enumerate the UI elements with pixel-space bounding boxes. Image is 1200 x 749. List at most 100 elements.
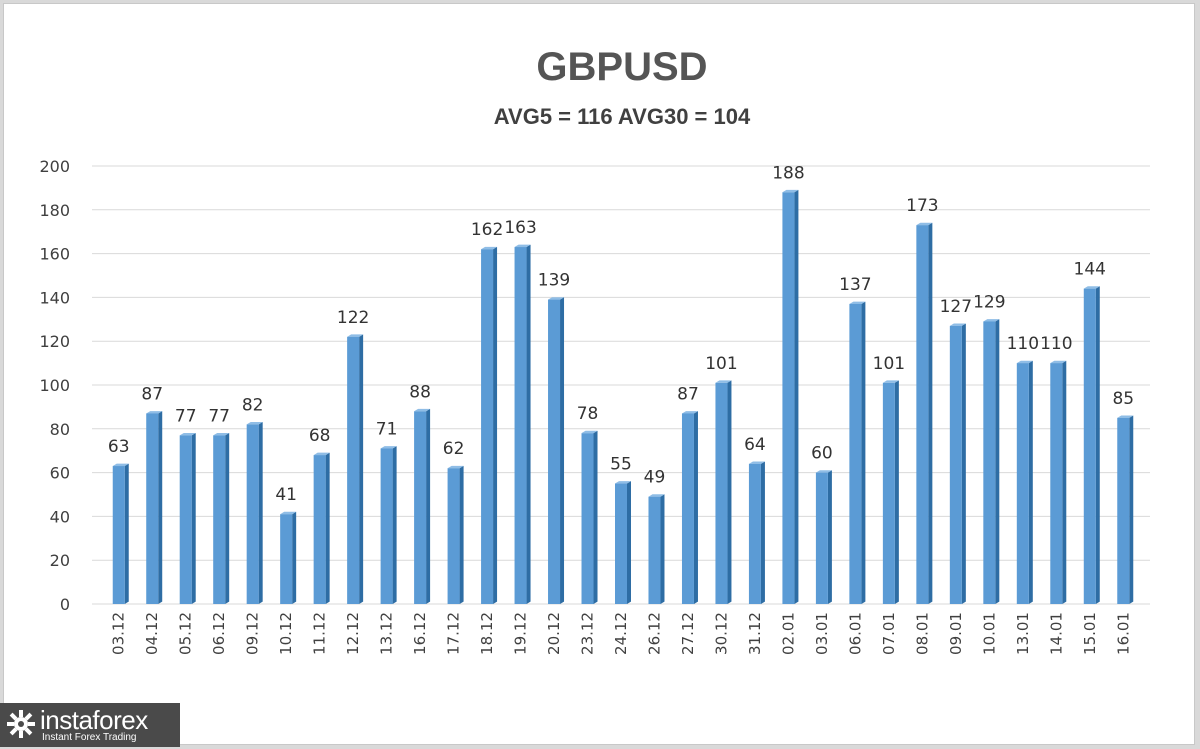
- data-label: 41: [275, 485, 297, 505]
- bar-top: [1016, 360, 1033, 364]
- bar-top: [347, 334, 364, 337]
- bar-top: [514, 244, 531, 248]
- bar-side: [191, 432, 196, 604]
- bar: [648, 494, 665, 604]
- data-label: 77: [208, 406, 230, 426]
- x-tick-label: 09.01: [947, 612, 965, 655]
- x-tick-label: 31.12: [746, 612, 764, 655]
- bar-front: [715, 382, 728, 604]
- data-label: 162: [471, 220, 503, 240]
- x-tick-label: 06.01: [846, 612, 864, 655]
- bar-side: [124, 463, 129, 604]
- bar-side: [459, 465, 464, 604]
- bar-side: [292, 511, 297, 604]
- bar-top: [380, 446, 397, 449]
- x-tick-label: 12.12: [344, 612, 362, 655]
- bar-side: [928, 222, 933, 605]
- data-label: 71: [376, 420, 398, 440]
- bar-side: [727, 380, 732, 604]
- bar-front: [681, 413, 694, 604]
- data-label: 64: [744, 435, 766, 455]
- bar-side: [1028, 360, 1033, 604]
- data-label: 63: [108, 437, 130, 457]
- bar-top: [481, 246, 498, 250]
- y-tick-label: 80: [50, 420, 70, 439]
- y-tick-label: 20: [50, 551, 70, 570]
- data-label: 49: [644, 468, 666, 488]
- data-label: 82: [242, 395, 264, 415]
- bars: [112, 189, 1134, 605]
- bar-front: [748, 463, 761, 604]
- x-tick-label: 03.01: [813, 612, 831, 655]
- bar-side: [861, 301, 866, 604]
- bar: [280, 511, 297, 604]
- data-label: 101: [873, 354, 905, 374]
- x-tick-label: 07.01: [880, 612, 898, 655]
- bar-front: [213, 435, 226, 604]
- x-tick-label: 06.12: [210, 612, 228, 655]
- x-tick-label: 26.12: [645, 612, 663, 655]
- bar-top: [648, 494, 665, 497]
- bar-top: [447, 465, 464, 469]
- bar-side: [426, 408, 431, 604]
- bar-side: [1129, 415, 1134, 604]
- bar-front: [648, 496, 661, 604]
- bar: [146, 411, 163, 604]
- bar-side: [1062, 360, 1067, 604]
- bar-side: [627, 481, 631, 604]
- bar-side: [961, 323, 966, 604]
- x-tick-label: 16.12: [411, 612, 429, 655]
- bar-side: [760, 461, 765, 604]
- bar: [882, 380, 899, 604]
- data-label: 139: [538, 271, 570, 291]
- bar-top: [949, 323, 966, 326]
- y-tick-label: 140: [39, 288, 70, 307]
- x-tick-label: 14.01: [1047, 612, 1065, 655]
- instaforex-logo-icon: [7, 710, 35, 738]
- bar-front: [1083, 288, 1096, 604]
- bar-top: [548, 297, 565, 300]
- data-label: 129: [973, 292, 1005, 312]
- y-tick-label: 120: [39, 332, 70, 351]
- bar: [1016, 360, 1033, 604]
- data-label: 55: [610, 455, 632, 475]
- x-tick-label: 09.12: [244, 612, 262, 655]
- x-tick-label: 24.12: [612, 612, 630, 655]
- bar-top: [882, 380, 899, 383]
- bar-top: [615, 481, 631, 484]
- bar-front: [280, 514, 293, 604]
- bar-top: [1083, 286, 1100, 289]
- bar-front: [815, 472, 828, 604]
- bar-top: [280, 511, 297, 515]
- instaforex-watermark: instaforex Instant Forex Trading: [0, 703, 180, 747]
- bar: [849, 301, 866, 604]
- bar-front: [414, 411, 427, 604]
- bar-front: [1050, 363, 1063, 604]
- bar: [615, 481, 631, 604]
- x-tick-label: 03.12: [110, 612, 128, 655]
- bar: [681, 411, 698, 604]
- x-tick-label: 17.12: [445, 612, 463, 655]
- bar-side: [560, 297, 565, 604]
- x-tick-label: 11.12: [311, 612, 329, 655]
- bar: [414, 408, 431, 604]
- x-tick-label: 13.12: [378, 612, 396, 655]
- bar-front: [849, 303, 862, 604]
- bar-side: [693, 411, 698, 604]
- x-tick-label: 05.12: [177, 612, 195, 655]
- x-tick-label: 08.01: [913, 612, 931, 655]
- bar-front: [313, 455, 326, 604]
- bar: [380, 446, 397, 604]
- bar-side: [258, 422, 263, 604]
- bar-top: [681, 411, 698, 414]
- bar-top: [983, 319, 1000, 322]
- bar-side: [593, 430, 598, 604]
- bar-front: [514, 247, 527, 604]
- bar-top: [112, 463, 129, 467]
- x-tick-label: 20.12: [545, 612, 563, 655]
- data-label: 88: [409, 382, 431, 402]
- y-tick-label: 0: [60, 595, 70, 614]
- data-label: 60: [811, 444, 833, 464]
- bar-front: [146, 413, 159, 604]
- bar-front: [916, 225, 929, 604]
